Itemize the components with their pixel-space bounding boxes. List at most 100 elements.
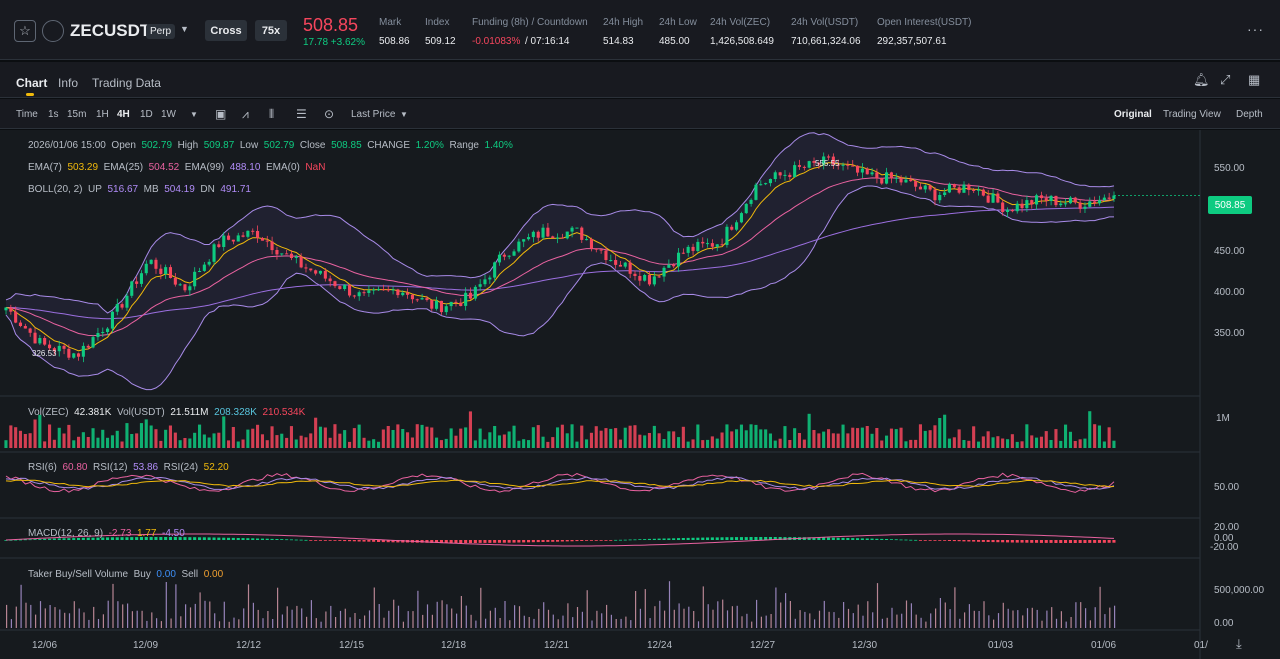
more-dots-icon[interactable]: ··· <box>1247 21 1264 37</box>
volume-bar <box>38 414 42 448</box>
candle-body <box>1059 203 1063 206</box>
volume-bar <box>285 437 289 448</box>
candle-body <box>280 253 284 255</box>
taker-label: Taker Buy/Sell Volume <box>28 569 129 580</box>
taker-bar <box>417 590 419 628</box>
interval-dropdown-icon[interactable]: ▼ <box>190 110 198 119</box>
interval-1s[interactable]: 1s <box>48 109 59 120</box>
macd-hist-bar <box>715 537 719 540</box>
candle-type-icon[interactable]: ⫴ <box>269 107 275 121</box>
interval-time[interactable]: Time <box>16 109 38 120</box>
tab-info[interactable]: Info <box>58 76 79 90</box>
candle-body <box>1093 201 1097 204</box>
price-type-select[interactable]: Last Price <box>351 109 396 120</box>
date-label: 01/03 <box>988 640 1014 651</box>
candle-body <box>701 241 705 244</box>
volume-bar <box>372 439 376 448</box>
taker-bar <box>315 618 317 628</box>
macd-hist-bar <box>202 537 206 540</box>
macd-hist-bar <box>909 539 913 541</box>
margin-mode-button[interactable]: Cross <box>205 20 247 41</box>
candle-body <box>1107 197 1111 199</box>
view-depth[interactable]: Depth <box>1236 109 1263 120</box>
tab-trading-data[interactable]: Trading Data <box>92 76 161 90</box>
volume-bar <box>609 428 613 448</box>
macd-hist-bar <box>352 540 356 542</box>
interval-1w[interactable]: 1W <box>161 109 176 120</box>
tab-chart[interactable]: Chart <box>16 76 48 90</box>
ema7-value: 503.29 <box>67 162 99 173</box>
taker-bar <box>756 599 758 628</box>
macd-hist-bar <box>478 540 482 543</box>
taker-tick-0: 0.00 <box>1214 618 1234 629</box>
volume-bar <box>556 427 560 448</box>
stat-label-24h-high: 24h High <box>603 17 644 28</box>
chevron-down-icon[interactable]: ▼ <box>180 24 189 34</box>
bell-icon[interactable]: 🔔︎ <box>1193 72 1210 87</box>
volume-bar <box>323 427 327 448</box>
candle-body <box>372 289 376 291</box>
interval-1h[interactable]: 1H <box>96 109 109 120</box>
grid-layout-icon[interactable]: ▦ <box>1248 72 1261 87</box>
taker-bar <box>218 621 221 628</box>
view-trading-view[interactable]: Trading View <box>1163 109 1221 120</box>
candle-body <box>420 298 424 300</box>
boll-dn: 491.71 <box>220 184 251 195</box>
price-tick-350: 350.00 <box>1214 328 1245 339</box>
taker-bar <box>717 601 719 628</box>
macd-hist-bar <box>865 538 869 540</box>
scroll-to-latest-icon[interactable]: ⤓ <box>1236 636 1242 651</box>
view-original[interactable]: Original <box>1114 109 1152 120</box>
volume-bar <box>677 437 681 448</box>
macd-hist-bar <box>928 540 932 541</box>
candle-body <box>246 230 250 237</box>
macd-hist-bar <box>831 537 835 540</box>
price-type-chevron-icon[interactable]: ▼ <box>400 110 408 119</box>
macd-hist-bar <box>115 537 119 540</box>
leverage-button[interactable]: 75x <box>255 20 287 41</box>
taker-bar <box>833 612 835 628</box>
volume-bar <box>396 424 400 448</box>
macd-hist-bar <box>270 538 274 540</box>
volume-bar <box>768 433 772 448</box>
macd-dif-value: -2.73 <box>108 528 132 539</box>
stat-label-mark: Mark <box>379 17 402 28</box>
candle-body <box>275 250 279 255</box>
taker-bar <box>968 604 970 628</box>
expand-icon[interactable]: ⤢ <box>1220 72 1231 87</box>
macd-hist-bar <box>546 540 550 542</box>
macd-hist-bar <box>106 537 110 540</box>
taker-bar <box>823 600 825 628</box>
interval-15m[interactable]: 15m <box>67 109 87 120</box>
macd-hist-bar <box>657 538 661 540</box>
macd-hist-bar <box>285 539 289 541</box>
candle-body <box>1073 197 1077 203</box>
macd-hist-bar <box>575 540 579 542</box>
target-icon[interactable]: ⊙ <box>324 107 335 121</box>
indicator-icon[interactable]: ⩘ <box>242 107 249 121</box>
candle-body <box>86 345 90 348</box>
stat-label-index[interactable]: Index <box>425 17 450 28</box>
candle-body <box>294 256 298 258</box>
chart-area[interactable] <box>0 130 1280 659</box>
symbol-name[interactable]: ZECUSDT <box>70 21 151 40</box>
taker-bar <box>141 610 143 628</box>
taker-bar <box>828 611 830 628</box>
taker-bar <box>804 611 806 628</box>
volume-bar <box>483 439 487 448</box>
macd-hist-bar <box>386 540 390 543</box>
interval-1d[interactable]: 1D <box>140 109 153 120</box>
macd-hist-bar <box>372 540 376 542</box>
calendar-icon[interactable]: ▣ <box>215 107 227 121</box>
taker-bar <box>83 612 85 628</box>
taker-bar <box>30 604 32 628</box>
volume-bar <box>91 428 95 448</box>
candlestick-chart-svg[interactable] <box>0 130 1280 659</box>
favorite-star-icon[interactable]: ☆ <box>14 20 36 42</box>
volume-bar <box>715 438 719 448</box>
volume-bar <box>33 419 37 448</box>
taker-bar <box>557 619 559 628</box>
settings-icon[interactable]: ☰ <box>296 107 307 121</box>
interval-4h[interactable]: 4H <box>117 109 130 120</box>
stat-label-open-interest[interactable]: Open Interest(USDT) <box>877 17 972 28</box>
